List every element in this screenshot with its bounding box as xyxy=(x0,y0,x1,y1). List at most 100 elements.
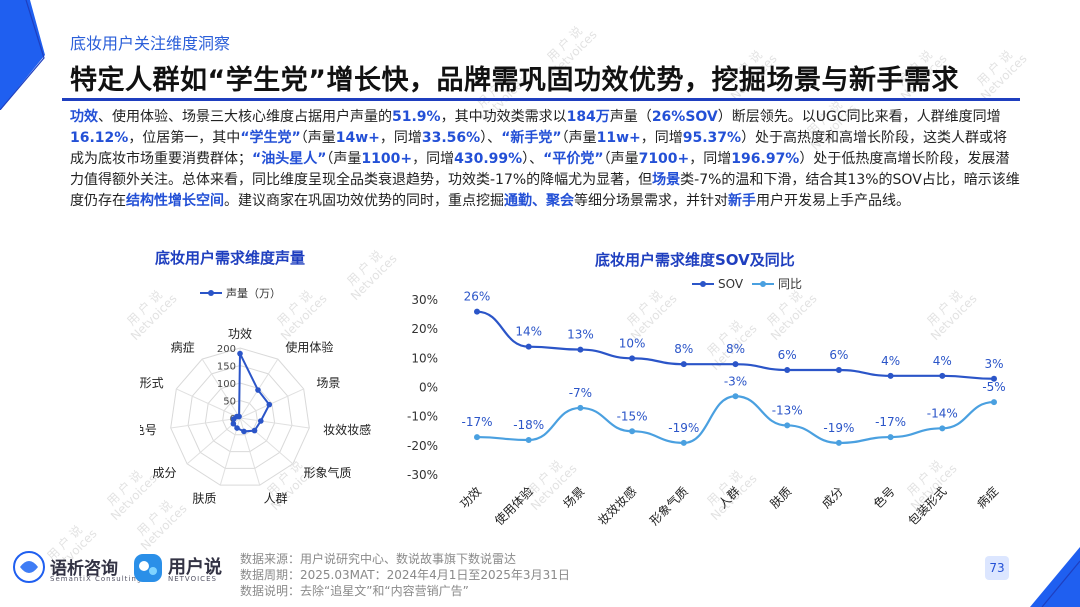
radar-data-point xyxy=(266,401,273,408)
radar-tick-label: 100 xyxy=(217,379,236,390)
radar-spoke xyxy=(239,417,294,465)
radar-chart: 声量（万）050100150200功效使用体验场景妆效妆感形象气质人群肤质成分色… xyxy=(140,286,371,506)
line-data-point xyxy=(577,346,584,353)
line-chart-title: 底妆用户需求维度SOV及同比 xyxy=(595,251,795,269)
summary-highlight: “学生党” xyxy=(240,130,301,146)
line-data-label: 8% xyxy=(726,342,745,356)
netvoices-sub: NETVOICES xyxy=(168,575,217,583)
summary-highlight: 26%SOV xyxy=(651,109,718,125)
netvoices-name: 用户说 xyxy=(168,557,222,578)
line-data-label: 14% xyxy=(515,325,542,339)
summary-text: 用户开发易上手产品线。 xyxy=(756,193,910,209)
line-legend-marker xyxy=(760,281,766,287)
line-data-point xyxy=(887,434,894,441)
radar-axis-label: 包装形式 xyxy=(140,376,164,390)
summary-text: ，同增 xyxy=(412,151,455,167)
line-data-point xyxy=(991,399,997,406)
radar-axis-label: 妆效妆感 xyxy=(323,422,371,437)
summary-highlight: “油头星人” xyxy=(252,151,327,167)
line-y-tick-label: 0% xyxy=(419,381,438,395)
summary-text: ）、 xyxy=(480,130,502,146)
line-legend-label: 同比 xyxy=(778,277,802,291)
radar-data-point xyxy=(230,420,237,427)
summary-highlight: 新手 xyxy=(728,193,756,209)
line-data-point xyxy=(835,367,842,373)
radar-axis-label: 功效 xyxy=(228,326,252,341)
line-data-label: -15% xyxy=(617,409,648,423)
line-chart: SOV 同比 30% 20% 10% 0% -10% -20% -30% 26% 14% 13% 10%… xyxy=(407,277,1006,529)
radar-grid-ring xyxy=(187,364,293,469)
line-data-label: 13% xyxy=(567,328,594,342)
watermark: 用 户 说 Netvoices xyxy=(969,43,1029,103)
line-data-point xyxy=(784,367,791,373)
radar-axis-label: 病症 xyxy=(171,339,195,354)
summary-text: 等细分场景需求，并针对 xyxy=(574,193,728,209)
line-series-1 xyxy=(476,395,995,445)
line-x-tick-label: 包装形式 xyxy=(906,484,950,528)
netvoices-logo-icon xyxy=(134,554,162,582)
summary-text: （声量 xyxy=(300,130,336,146)
line-data-point xyxy=(474,308,480,315)
footer-period: 数据周期：2025.03MAT：2024年4月1日至2025年3月31日 xyxy=(240,568,570,582)
line-data-point xyxy=(525,343,532,350)
radar-tick-label: 50 xyxy=(223,397,236,408)
corner-decoration-top-left xyxy=(0,0,45,110)
summary-highlight: 196.97% xyxy=(731,151,800,167)
line-data-label: -13% xyxy=(772,403,803,417)
line-data-label: -5% xyxy=(982,380,1005,394)
line-data-point xyxy=(680,361,687,368)
line-y-tick-label: -10% xyxy=(407,410,438,424)
line-data-point xyxy=(732,361,739,368)
line-x-tick-label: 色号 xyxy=(871,484,898,511)
line-data-point xyxy=(525,437,532,443)
semantix-name: 语析咨询 xyxy=(50,559,118,579)
radar-grid-ring xyxy=(222,399,258,436)
radar-axis-label: 形象气质 xyxy=(303,465,351,480)
line-x-tick-label: 人群 xyxy=(716,484,743,511)
radar-data-point xyxy=(236,413,242,420)
summary-highlight: 功效 xyxy=(70,109,98,125)
line-data-label: 6% xyxy=(829,348,848,362)
summary-paragraph: 功效、使用体验、场景三大核心维度占据用户声量的51.9%，其中功效类需求以184… xyxy=(70,107,1020,212)
radar-spoke xyxy=(176,388,241,419)
line-x-tick-label: 形象气质 xyxy=(646,484,691,529)
radar-axis-label: 成分 xyxy=(153,466,177,480)
line-x-tick-label: 场景 xyxy=(561,484,588,511)
summary-highlight: 430.99% xyxy=(454,151,523,167)
radar-tick-label: 200 xyxy=(217,344,236,355)
summary-highlight: “新手党” xyxy=(501,130,562,146)
radar-grid-ring xyxy=(170,347,310,486)
line-x-tick-label: 成分 xyxy=(819,484,846,511)
line-data-point xyxy=(577,404,584,411)
line-data-label: -19% xyxy=(668,421,699,435)
summary-text: 。建议商家在巩固功效优势的同时，重点挖掘 xyxy=(224,193,504,209)
summary-highlight: 1100+ xyxy=(361,151,413,167)
line-data-point xyxy=(784,422,791,429)
line-data-point xyxy=(680,439,687,446)
semantix-sub: SemantiX Consulting xyxy=(50,575,143,583)
radar-chart-title: 底妆用户需求维度声量 xyxy=(155,249,306,267)
summary-text: ，位居第一，其中 xyxy=(128,130,241,146)
summary-highlight: 184万 xyxy=(566,109,610,125)
line-data-label: 26% xyxy=(464,290,491,304)
line-data-point xyxy=(629,355,636,362)
line-x-tick-label: 肤质 xyxy=(767,484,795,512)
radar-data-point xyxy=(255,387,261,393)
summary-highlight: 51.9% xyxy=(392,109,441,125)
summary-highlight: 14w+ xyxy=(335,130,380,146)
summary-text: ，同增 xyxy=(640,130,683,146)
radar-data-point xyxy=(237,350,243,357)
radar-data-point xyxy=(234,425,240,431)
line-x-tick-label: 病症 xyxy=(974,484,1002,512)
summary-text: ）、 xyxy=(522,151,544,167)
radar-axis-label: 使用体验 xyxy=(285,339,333,354)
summary-text: （声量 xyxy=(561,130,597,146)
line-y-tick-label: 30% xyxy=(411,293,438,307)
line-data-label: -17% xyxy=(875,415,906,429)
line-data-label: 4% xyxy=(933,354,952,368)
summary-highlight: 7100+ xyxy=(638,151,690,167)
footer-source: 数据来源：用户说研究中心、数说故事旗下数说雷达 xyxy=(240,552,517,566)
radar-grid-ring xyxy=(204,382,276,453)
summary-text: 类-7%的温和下滑，结合其13%的SOV占比，暗示该维度仍存在 xyxy=(70,172,1020,209)
radar-tick-label: 150 xyxy=(217,362,236,373)
